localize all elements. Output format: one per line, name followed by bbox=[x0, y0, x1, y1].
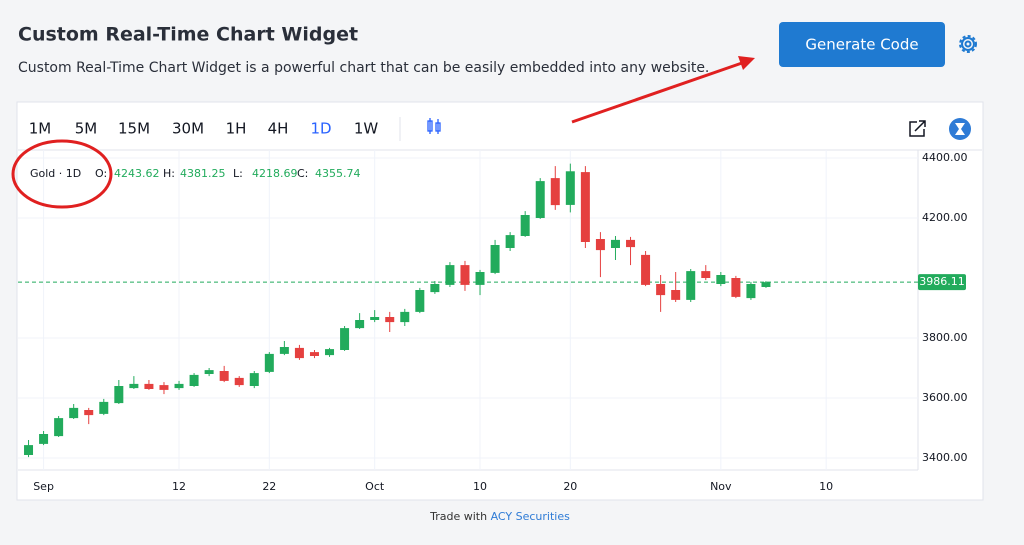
y-tick-label: 4200.00 bbox=[922, 211, 968, 224]
y-tick-label: 3800.00 bbox=[922, 331, 968, 344]
candle-body bbox=[400, 311, 410, 323]
candle-body bbox=[84, 410, 94, 416]
x-tick-label: Nov bbox=[710, 480, 732, 493]
candle-body bbox=[535, 181, 545, 218]
x-tick-label: 10 bbox=[819, 480, 833, 493]
footer-link[interactable]: ACY Securities bbox=[491, 510, 571, 523]
footer-prefix: Trade with bbox=[429, 510, 487, 523]
candle-body bbox=[54, 418, 64, 437]
symbol-label: Gold · 1D bbox=[30, 167, 81, 180]
interval-button[interactable]: 5M bbox=[75, 120, 98, 138]
candle-body bbox=[355, 320, 365, 329]
candle-body bbox=[430, 284, 440, 293]
y-tick-label: 3400.00 bbox=[922, 451, 968, 464]
ohlc-value: 4381.25 bbox=[180, 167, 226, 180]
candle-body bbox=[189, 374, 199, 386]
interval-button[interactable]: 1D bbox=[310, 120, 331, 138]
candle-body bbox=[69, 407, 79, 419]
candle-body bbox=[475, 272, 485, 285]
subtitle: Custom Real-Time Chart Widget is a power… bbox=[18, 60, 709, 76]
candle-body bbox=[490, 245, 500, 273]
ohlc-value: 4355.74 bbox=[315, 167, 361, 180]
candle-body bbox=[731, 278, 741, 297]
candle-body bbox=[174, 383, 184, 389]
x-tick-label: 10 bbox=[473, 480, 487, 493]
interval-button[interactable]: 30M bbox=[172, 120, 204, 138]
candle-body bbox=[325, 349, 335, 356]
y-tick-label: 3600.00 bbox=[922, 391, 968, 404]
x-tick-label: 22 bbox=[262, 480, 276, 493]
title: Custom Real-Time Chart Widget bbox=[18, 24, 358, 46]
last-price-label: 3986.11 bbox=[919, 275, 965, 288]
candle-body bbox=[505, 235, 515, 248]
candle-body bbox=[249, 373, 259, 386]
candle-body bbox=[309, 352, 319, 356]
last-price-box bbox=[918, 274, 966, 291]
annotation-circle bbox=[11, 139, 113, 209]
generate-button[interactable] bbox=[779, 22, 945, 67]
y-tick-label: 4400.00 bbox=[922, 151, 968, 164]
candle-body bbox=[39, 434, 49, 444]
settings-icon[interactable] bbox=[959, 35, 977, 53]
candle-body bbox=[219, 371, 229, 381]
chart-card bbox=[16, 101, 984, 501]
candle-body bbox=[24, 445, 34, 455]
interval-button[interactable]: 4H bbox=[268, 120, 289, 138]
candle-body bbox=[99, 401, 109, 414]
candle-body bbox=[159, 385, 169, 390]
candle-body bbox=[340, 328, 350, 350]
candle-body bbox=[370, 317, 380, 320]
interval-button[interactable]: 15M bbox=[118, 120, 150, 138]
candle-body bbox=[520, 215, 530, 236]
candle-body bbox=[385, 317, 395, 323]
candle-body bbox=[626, 239, 636, 248]
candle-body bbox=[129, 383, 139, 389]
candle-body bbox=[595, 239, 605, 251]
annotation-arrow bbox=[571, 56, 755, 124]
candle-body bbox=[279, 347, 289, 354]
candle-body bbox=[701, 271, 711, 278]
ohlc-key: O: bbox=[95, 167, 107, 180]
x-tick-label: Oct bbox=[365, 480, 385, 493]
candle-body bbox=[761, 282, 771, 287]
candle-body bbox=[716, 275, 726, 284]
candle-body bbox=[656, 284, 666, 296]
x-tick-label: 20 bbox=[563, 480, 577, 493]
interval-button[interactable]: 1H bbox=[226, 120, 247, 138]
interval-button[interactable]: 1W bbox=[354, 120, 379, 138]
candle-body bbox=[460, 265, 470, 285]
ohlc-key: C: bbox=[297, 167, 308, 180]
candle-type-icon[interactable] bbox=[427, 118, 441, 134]
candle-body bbox=[114, 386, 124, 404]
ohlc-key: L: bbox=[233, 167, 243, 180]
candle-body bbox=[445, 265, 455, 285]
ohlc-value: 4243.62 bbox=[114, 167, 160, 180]
footer: Trade with ACY Securities bbox=[429, 510, 570, 523]
candle-body bbox=[294, 347, 304, 359]
candle-body bbox=[415, 290, 425, 312]
interval-button[interactable]: 1M bbox=[29, 120, 52, 138]
candle-body bbox=[746, 284, 756, 299]
candle-body bbox=[641, 254, 651, 285]
brand-glyph bbox=[955, 123, 965, 135]
candle-body bbox=[580, 172, 590, 242]
candle-body bbox=[610, 239, 620, 248]
x-tick-label: Sep bbox=[33, 480, 54, 493]
candle-body bbox=[686, 271, 696, 300]
ohlc-key: H: bbox=[163, 167, 175, 180]
ohlc-value: 4218.69 bbox=[252, 167, 298, 180]
candle-body bbox=[144, 383, 154, 389]
candle-body bbox=[565, 171, 575, 205]
candle-body bbox=[234, 377, 244, 386]
popout-icon[interactable] bbox=[909, 120, 926, 137]
candle-body bbox=[671, 290, 681, 300]
button-label[interactable]: Generate Code bbox=[805, 36, 918, 54]
x-tick-label: 12 bbox=[172, 480, 186, 493]
candle-body bbox=[204, 370, 214, 374]
candle-body bbox=[264, 353, 274, 372]
candle-body bbox=[550, 178, 560, 206]
